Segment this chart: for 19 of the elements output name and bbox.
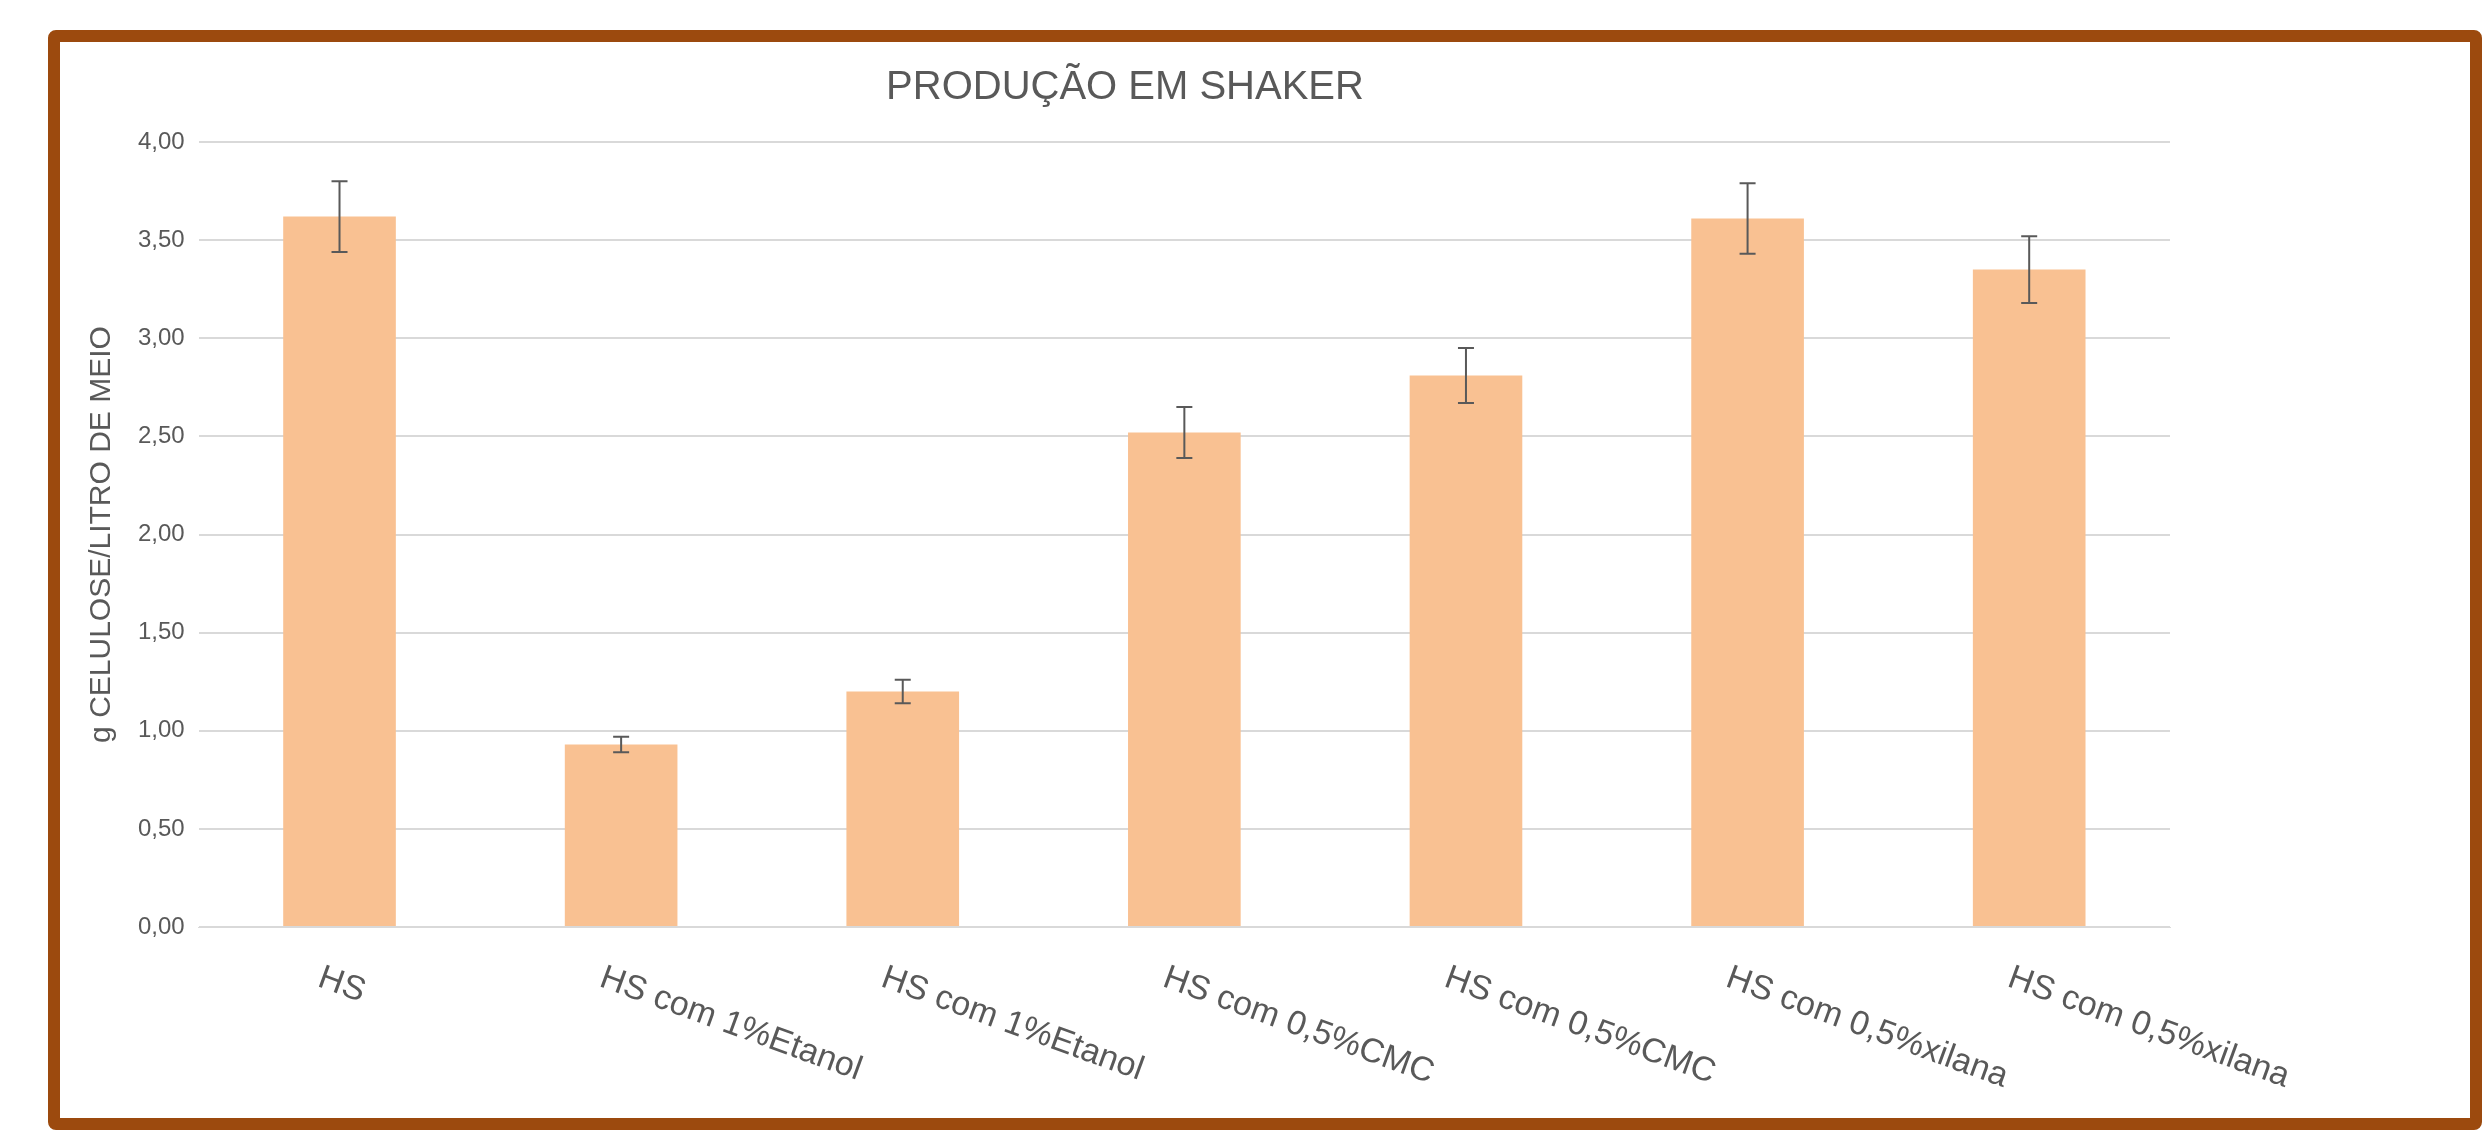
y-tick-label: 0,50 (137, 813, 185, 841)
bar (283, 216, 396, 926)
bar (564, 744, 678, 926)
chart-title: PRODUÇÃO EM SHAKER (886, 63, 1364, 108)
y-tick-label: 3,00 (137, 322, 185, 350)
bar (1128, 432, 1241, 926)
y-tick-label: 2,50 (137, 421, 185, 448)
bar (1409, 375, 1523, 926)
y-axis-title: g CELULOSE/LITRO DE MEIO (83, 326, 117, 743)
bar (846, 691, 960, 926)
y-tick-label: 1,50 (137, 617, 185, 645)
y-tick-label: 4,00 (137, 126, 185, 154)
y-tick-label: 1,00 (137, 715, 185, 743)
bar (1691, 218, 1804, 926)
y-tick-label: 3,50 (137, 224, 185, 252)
x-tick-label: HS (313, 956, 372, 1009)
y-tick-label: 2,00 (137, 519, 185, 547)
y-tick-label: 0,00 (137, 911, 185, 939)
bar (1972, 269, 2086, 926)
